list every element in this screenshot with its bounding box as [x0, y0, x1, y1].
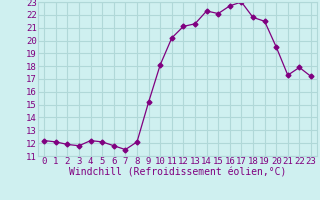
- X-axis label: Windchill (Refroidissement éolien,°C): Windchill (Refroidissement éolien,°C): [69, 168, 286, 178]
